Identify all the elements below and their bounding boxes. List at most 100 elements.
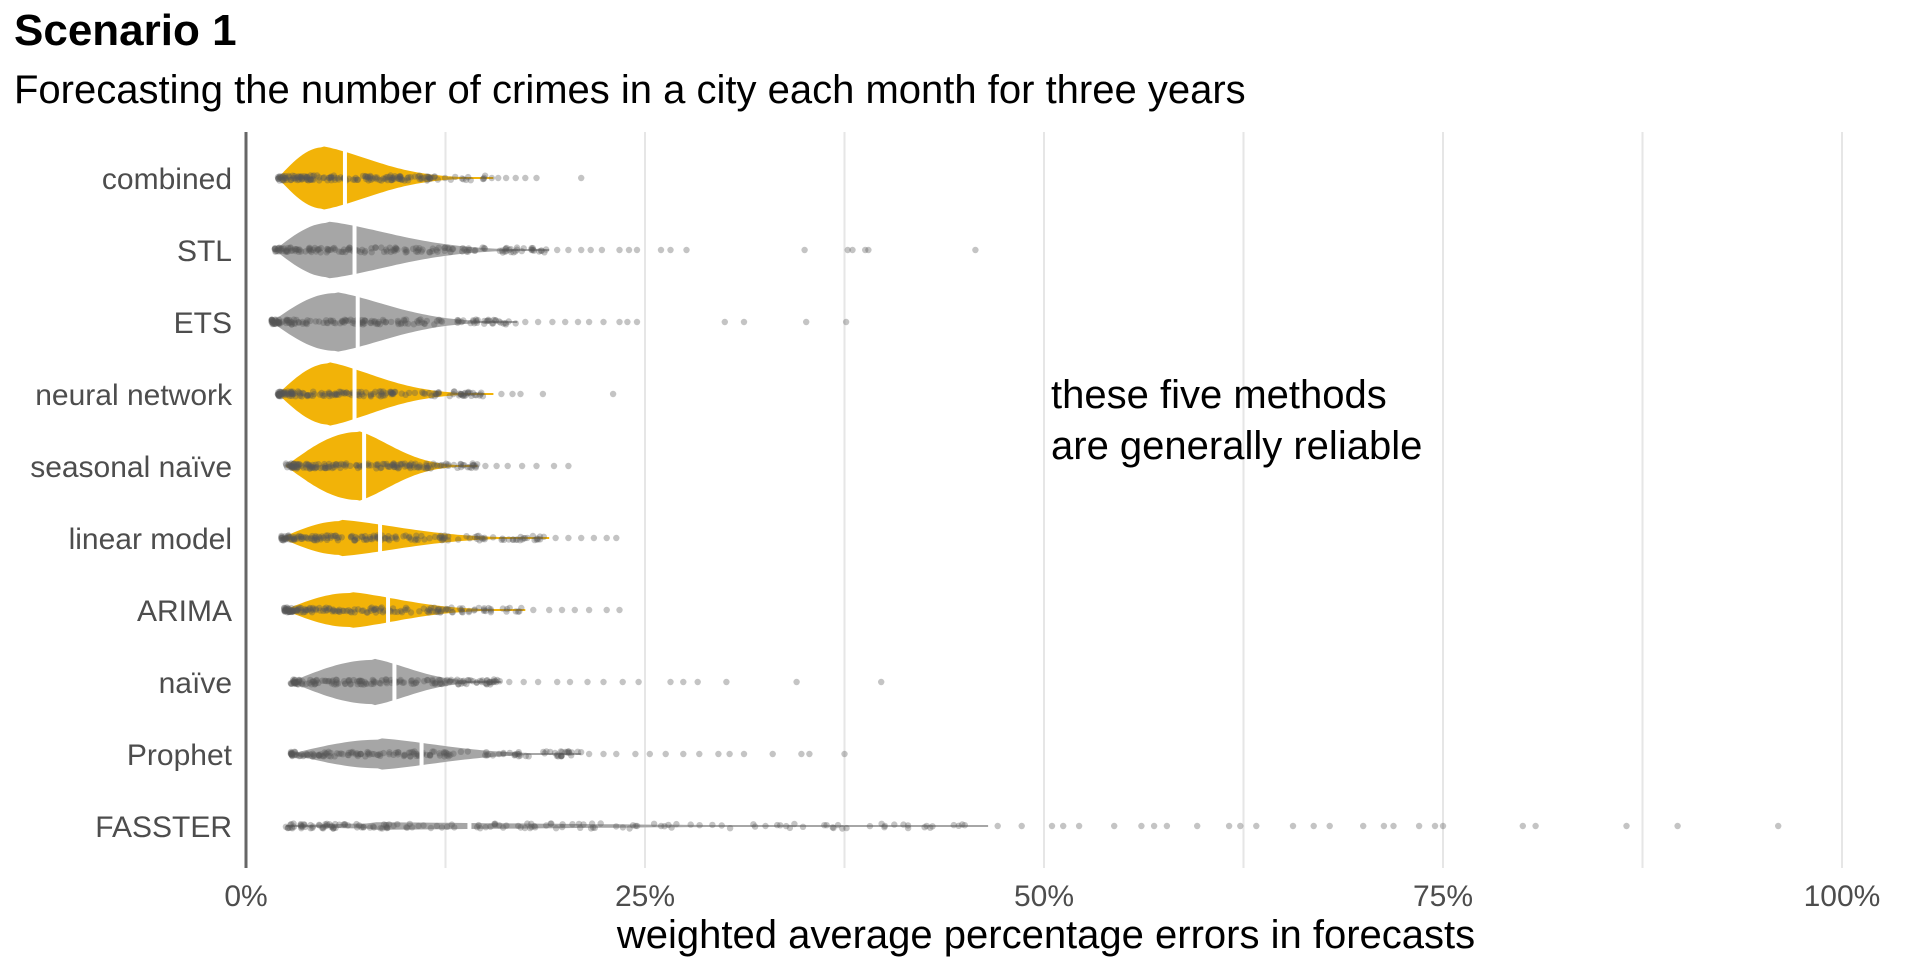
data-point	[425, 389, 433, 397]
data-point	[406, 753, 414, 760]
data-point	[534, 536, 542, 543]
data-point	[420, 174, 427, 181]
data-point	[275, 320, 282, 327]
data-point	[438, 318, 446, 325]
data-point	[271, 245, 279, 253]
data-point	[365, 749, 372, 756]
data-point	[354, 176, 361, 183]
data-point	[426, 607, 434, 614]
data-point	[460, 317, 467, 324]
data-point	[271, 245, 279, 252]
outlier-point	[534, 318, 542, 326]
data-point	[309, 175, 317, 183]
data-point	[315, 533, 322, 540]
data-point	[329, 464, 336, 472]
data-point	[552, 825, 560, 832]
data-point	[346, 244, 353, 251]
data-point	[346, 677, 353, 684]
data-point	[396, 173, 403, 180]
data-point	[547, 820, 554, 827]
data-point	[380, 749, 387, 757]
outlier-point	[723, 678, 730, 686]
data-point	[441, 678, 449, 685]
data-point	[422, 465, 429, 472]
data-point	[307, 676, 314, 684]
data-point	[499, 605, 507, 612]
data-point	[416, 608, 423, 615]
data-point	[322, 821, 329, 828]
data-point	[382, 390, 390, 397]
data-point	[475, 604, 482, 612]
data-point	[402, 316, 410, 323]
data-point	[360, 607, 367, 614]
data-point	[303, 319, 310, 326]
data-point	[274, 245, 282, 252]
outlier-point	[624, 318, 631, 326]
data-point	[350, 317, 357, 325]
data-point	[487, 678, 494, 685]
data-point	[292, 680, 299, 687]
data-point	[364, 750, 371, 758]
data-point	[524, 820, 531, 827]
data-point	[289, 464, 296, 471]
data-point	[337, 388, 345, 396]
data-point	[489, 752, 497, 759]
data-point	[525, 753, 532, 760]
data-point	[455, 681, 462, 688]
data-point	[447, 677, 454, 685]
data-point	[565, 749, 573, 756]
data-point	[393, 464, 400, 471]
data-point	[390, 390, 397, 398]
data-point	[293, 462, 300, 469]
data-point	[427, 824, 435, 832]
y-tick-label: FASSTER	[95, 811, 232, 844]
data-point	[290, 676, 297, 683]
data-point	[317, 607, 324, 614]
data-point	[395, 319, 402, 326]
data-point	[274, 318, 282, 326]
data-point	[591, 824, 598, 832]
data-point	[278, 534, 286, 542]
data-point	[367, 393, 375, 400]
data-point	[367, 607, 374, 614]
data-point	[340, 821, 347, 828]
data-point	[289, 175, 297, 182]
data-point	[459, 678, 466, 685]
data-point	[668, 824, 675, 831]
outlier-point	[534, 678, 542, 686]
data-point	[426, 174, 433, 182]
data-point	[413, 532, 420, 539]
data-point	[326, 821, 333, 828]
data-point	[487, 823, 494, 830]
data-point	[347, 533, 355, 540]
data-point	[269, 320, 276, 328]
data-point	[288, 751, 295, 758]
data-point	[337, 750, 345, 757]
data-point	[454, 319, 461, 326]
data-point	[288, 390, 295, 397]
data-point	[410, 321, 417, 328]
data-point	[331, 391, 338, 398]
data-point	[362, 680, 369, 687]
data-point	[366, 175, 373, 182]
data-point	[554, 753, 562, 760]
data-point	[412, 460, 419, 467]
outlier-point	[520, 678, 527, 686]
data-point	[380, 175, 387, 182]
data-point	[500, 749, 507, 757]
data-point	[829, 824, 836, 831]
data-point	[297, 609, 304, 616]
data-point	[288, 750, 295, 758]
outlier-point	[616, 246, 623, 254]
data-point	[275, 392, 283, 399]
data-point	[383, 680, 390, 687]
data-point	[331, 753, 338, 760]
data-point	[360, 824, 367, 831]
data-point	[333, 676, 340, 684]
data-point	[554, 751, 561, 758]
data-point	[391, 246, 398, 253]
data-point	[437, 679, 444, 686]
data-point	[345, 390, 353, 397]
data-point	[489, 534, 497, 541]
data-point	[393, 535, 400, 543]
